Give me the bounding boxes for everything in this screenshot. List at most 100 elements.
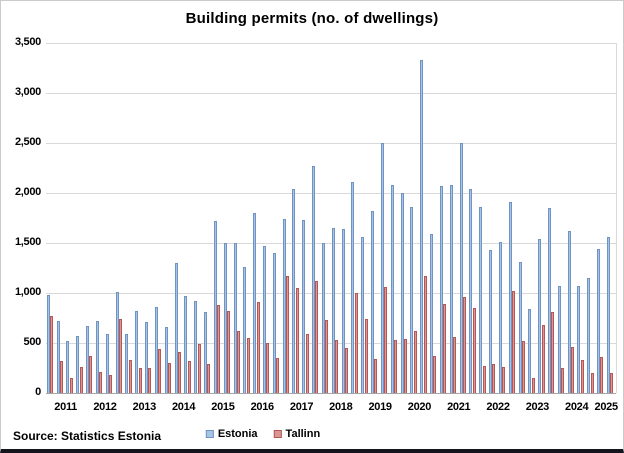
plot-area	[46, 43, 617, 394]
bar-estonia-2012-Q2	[95, 321, 99, 393]
bar-estonia-2012-Q1	[86, 326, 90, 393]
bar-estonia-2019-Q2	[371, 211, 375, 393]
bar-estonia-2015-Q3	[223, 243, 227, 393]
y-gridline	[46, 43, 616, 44]
bar-tallinn-2025-Q1	[600, 357, 604, 393]
bar-tallinn-2019-Q4	[394, 340, 398, 393]
x-tick-label-2015: 2015	[211, 401, 235, 413]
tallinn-series-swatch-icon	[273, 430, 282, 438]
bar-estonia-2017-Q1	[282, 219, 286, 393]
bar-tallinn-2023-Q4	[551, 312, 555, 393]
x-tick-label-2011: 2011	[54, 401, 77, 413]
bar-tallinn-2024-Q2	[570, 347, 574, 393]
bar-tallinn-2015-Q1	[207, 364, 211, 393]
bar-tallinn-2013-Q3	[148, 368, 152, 393]
bar-tallinn-2012-Q4	[118, 319, 122, 393]
x-tick-label-2018: 2018	[329, 401, 353, 413]
bar-estonia-2023-Q3	[538, 239, 542, 393]
bar-tallinn-2021-Q1	[443, 304, 447, 393]
y-tick-label: 1,000	[14, 286, 41, 298]
bar-estonia-2023-Q2	[528, 309, 532, 393]
y-tick-label: 2,500	[14, 136, 41, 148]
y-tick-label: 3,000	[14, 86, 41, 98]
bar-tallinn-2015-Q3	[227, 311, 231, 393]
bar-estonia-2014-Q1	[164, 327, 168, 393]
bar-estonia-2011-Q1	[46, 295, 50, 393]
bar-estonia-2011-Q2	[56, 321, 60, 393]
y-gridline	[46, 293, 616, 294]
x-tick-label-2023: 2023	[525, 401, 550, 413]
bar-estonia-2020-Q3	[420, 60, 424, 393]
bar-tallinn-2024-Q1	[561, 368, 565, 393]
bar-estonia-2024-Q1	[557, 286, 561, 393]
bar-tallinn-2022-Q4	[512, 291, 516, 393]
bar-tallinn-2016-Q2	[256, 302, 260, 393]
bar-estonia-2015-Q2	[213, 221, 217, 393]
bar-tallinn-2011-Q2	[59, 361, 63, 393]
bar-tallinn-2013-Q2	[138, 368, 142, 393]
bar-tallinn-2017-Q4	[315, 281, 319, 393]
bar-tallinn-2024-Q3	[580, 360, 584, 393]
bar-estonia-2022-Q1	[479, 207, 483, 393]
bar-tallinn-2016-Q3	[266, 343, 270, 393]
bar-estonia-2020-Q1	[400, 193, 404, 393]
bar-tallinn-2016-Q4	[276, 358, 280, 393]
bar-estonia-2023-Q1	[518, 262, 522, 393]
y-tick-label: 2,000	[14, 186, 41, 198]
y-tick-label: 0	[35, 386, 41, 398]
bar-tallinn-2014-Q4	[197, 344, 201, 393]
y-tick-label: 3,500	[14, 36, 41, 48]
legend-item-tallinn: Tallinn	[273, 428, 321, 440]
bar-estonia-2021-Q3	[459, 143, 463, 393]
bar-estonia-2012-Q4	[115, 292, 119, 393]
bar-estonia-2025-Q2	[606, 237, 610, 393]
bar-tallinn-2020-Q3	[423, 276, 427, 393]
bar-tallinn-2015-Q2	[217, 305, 221, 393]
bar-estonia-2015-Q4	[233, 243, 237, 393]
bar-tallinn-2011-Q3	[69, 378, 73, 393]
bar-estonia-2013-Q4	[154, 307, 158, 393]
bar-estonia-2014-Q3	[184, 296, 188, 393]
bar-tallinn-2021-Q2	[453, 337, 457, 393]
bar-estonia-2021-Q2	[449, 185, 453, 393]
x-tick-label-2019: 2019	[368, 401, 392, 413]
bar-tallinn-2017-Q3	[305, 334, 309, 393]
bar-tallinn-2015-Q4	[236, 331, 240, 393]
bar-tallinn-2013-Q4	[158, 349, 162, 393]
bar-tallinn-2022-Q2	[492, 364, 496, 393]
bar-estonia-2023-Q4	[547, 208, 551, 393]
bar-estonia-2012-Q3	[105, 334, 109, 393]
bar-estonia-2024-Q4	[587, 278, 591, 393]
bar-tallinn-2018-Q1	[325, 320, 329, 393]
bar-estonia-2016-Q1	[243, 267, 247, 393]
bar-estonia-2022-Q4	[508, 202, 512, 393]
x-tick-label-2016: 2016	[250, 401, 275, 413]
bar-tallinn-2021-Q3	[462, 297, 466, 393]
bar-estonia-2013-Q1	[125, 334, 129, 393]
y-tick-label: 1,500	[14, 236, 41, 248]
bar-tallinn-2011-Q1	[50, 316, 54, 393]
bar-estonia-2020-Q2	[410, 207, 414, 393]
bar-tallinn-2022-Q3	[502, 367, 506, 393]
bar-tallinn-2020-Q1	[403, 339, 407, 393]
bar-tallinn-2019-Q1	[364, 319, 368, 393]
bar-tallinn-2017-Q2	[295, 288, 299, 393]
bar-estonia-2013-Q2	[135, 311, 139, 393]
bar-estonia-2016-Q3	[262, 246, 266, 393]
bar-estonia-2018-Q3	[341, 229, 345, 393]
chart-title: Building permits (no. of dwellings)	[185, 10, 439, 27]
bar-tallinn-2020-Q4	[433, 356, 437, 393]
bar-tallinn-2012-Q3	[109, 375, 113, 393]
bar-tallinn-2012-Q1	[89, 356, 93, 393]
bar-tallinn-2011-Q4	[79, 367, 83, 393]
bar-estonia-2014-Q2	[174, 263, 178, 393]
bar-estonia-2025-Q1	[597, 249, 601, 393]
bar-estonia-2018-Q4	[351, 182, 355, 393]
legend-label-tallinn: Tallinn	[285, 428, 321, 440]
bar-estonia-2014-Q4	[194, 301, 198, 393]
bar-tallinn-2023-Q1	[521, 341, 525, 393]
x-tick-label-2017: 2017	[289, 401, 314, 413]
bar-tallinn-2021-Q4	[472, 308, 476, 393]
bar-estonia-2021-Q1	[439, 186, 443, 393]
